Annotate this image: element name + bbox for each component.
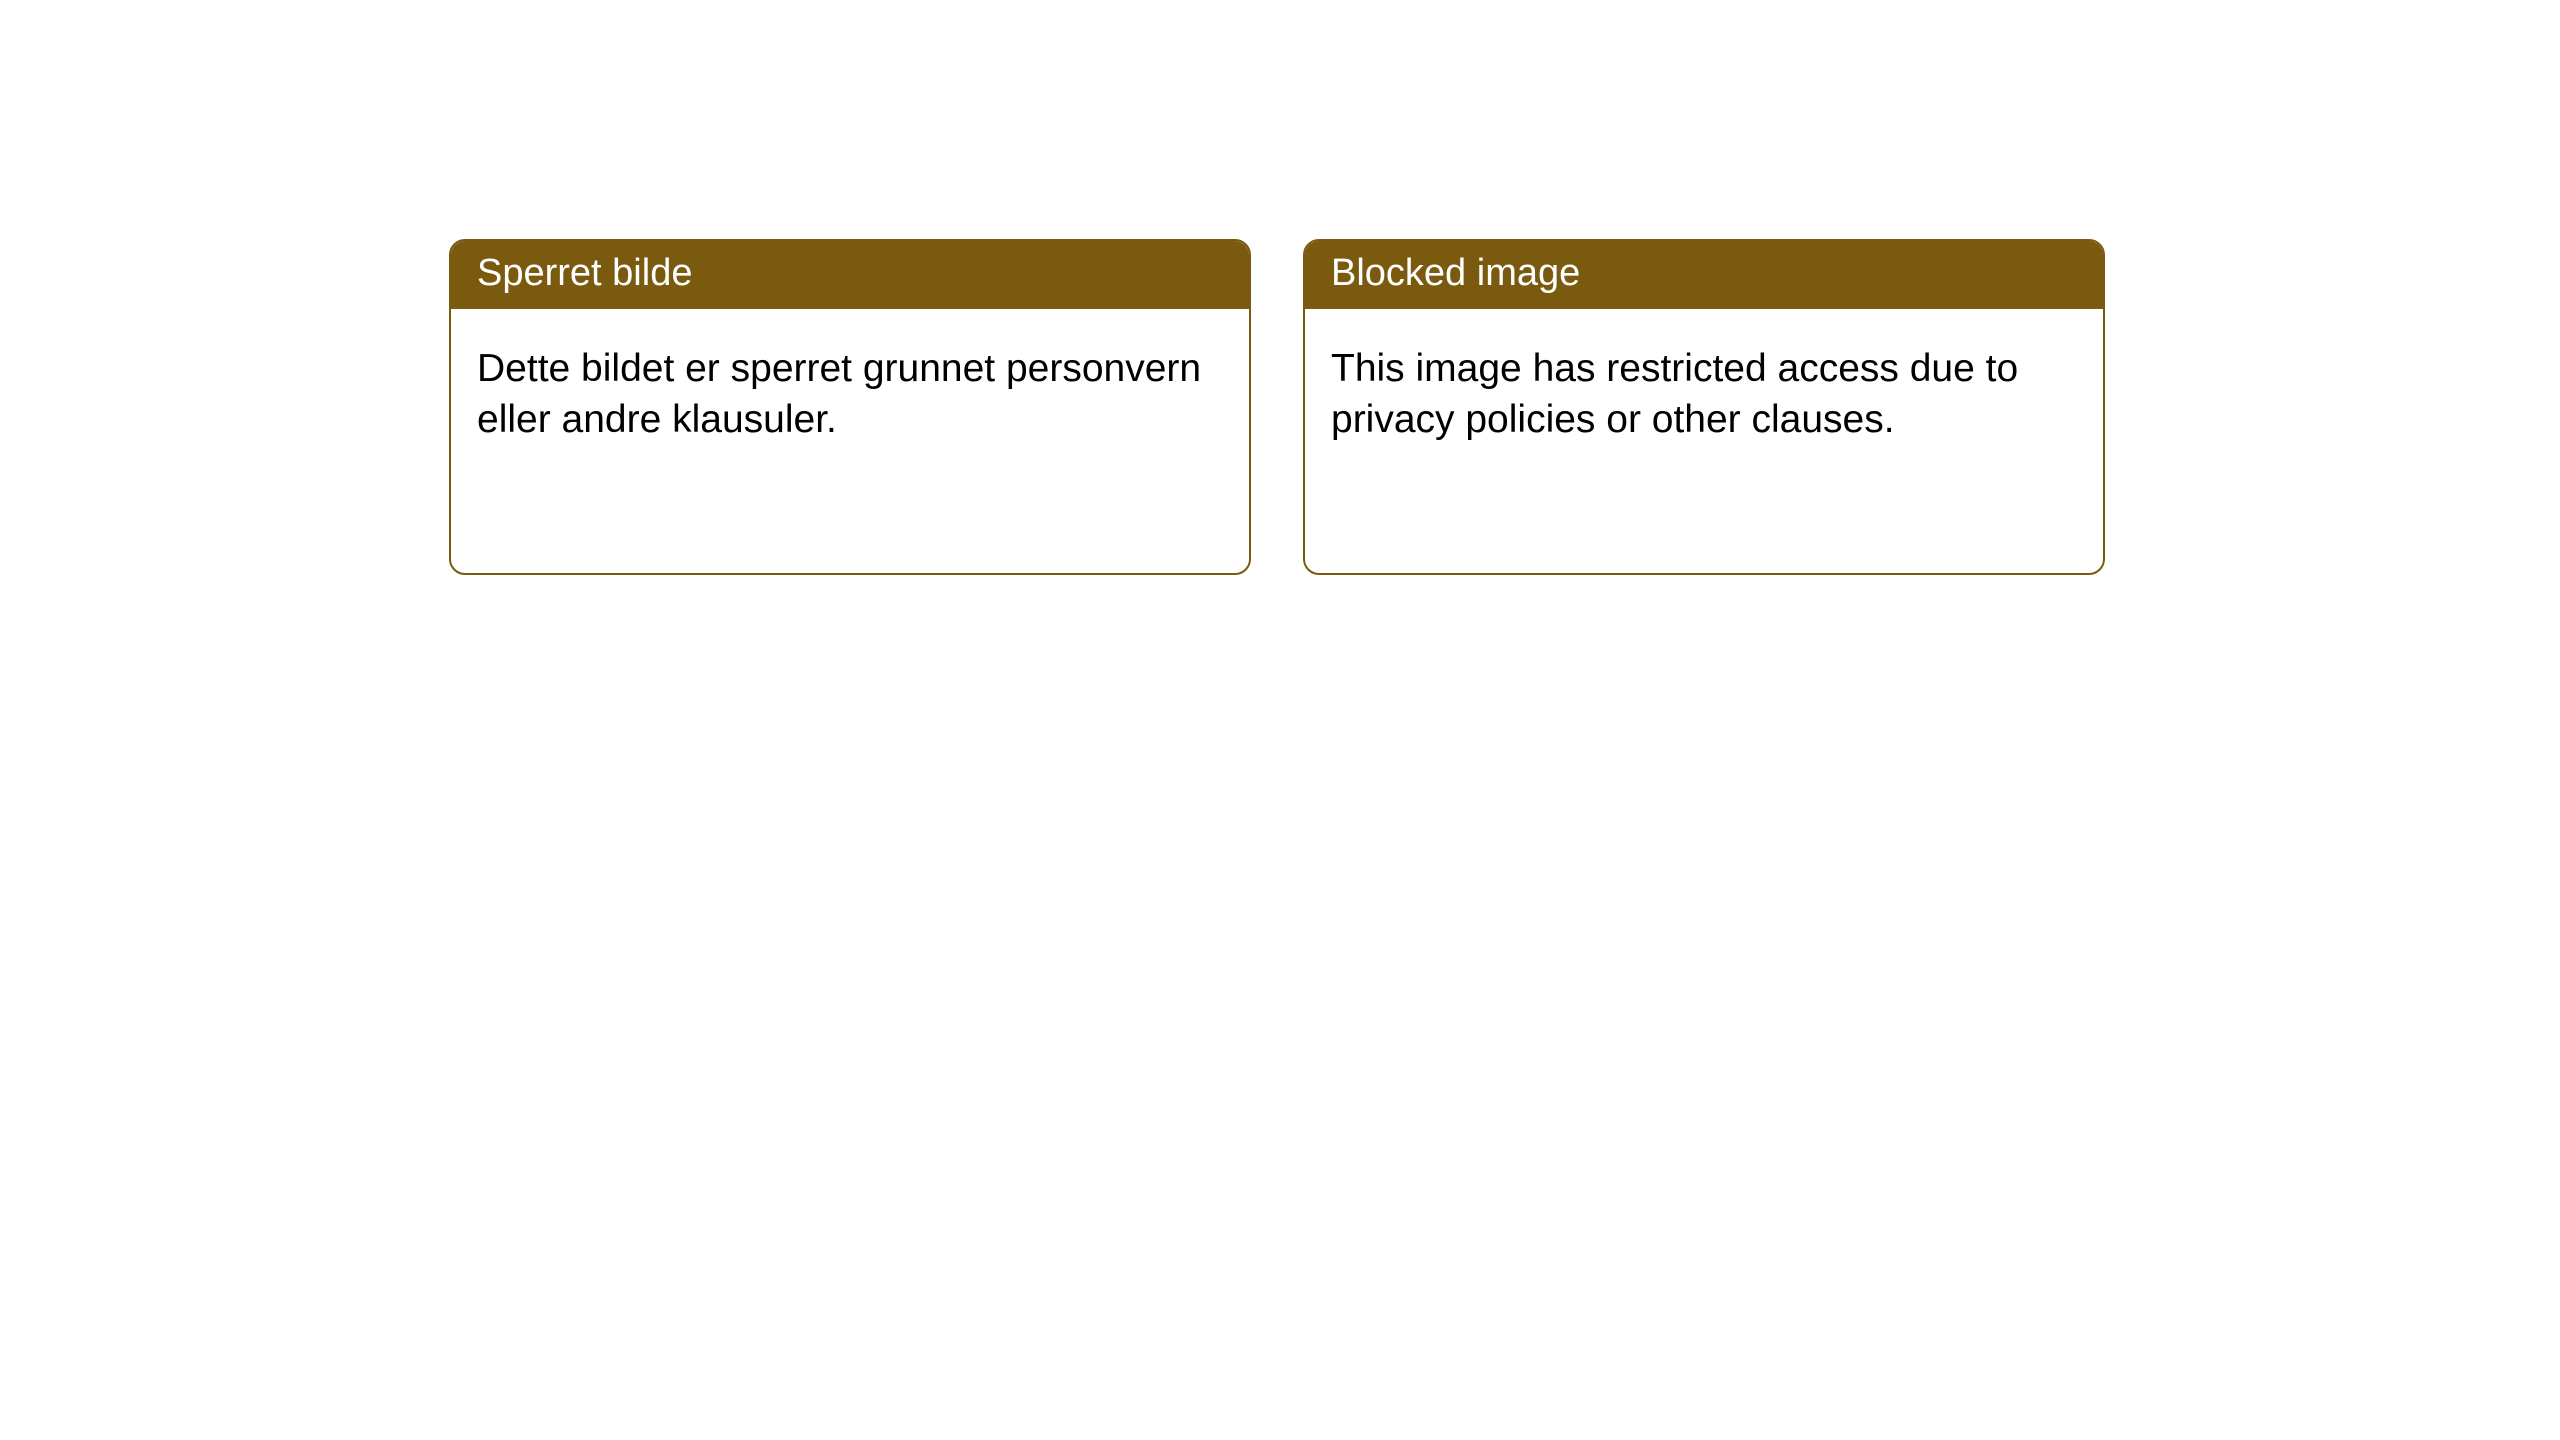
notice-title: Blocked image: [1331, 252, 1580, 294]
notice-header: Sperret bilde: [451, 241, 1249, 309]
notice-title: Sperret bilde: [477, 252, 692, 294]
notice-body: This image has restricted access due to …: [1305, 309, 2103, 480]
notice-card-english: Blocked image This image has restricted …: [1303, 239, 2105, 575]
notice-body: Dette bildet er sperret grunnet personve…: [451, 309, 1249, 480]
notice-container: Sperret bilde Dette bildet er sperret gr…: [0, 0, 2560, 575]
notice-card-norwegian: Sperret bilde Dette bildet er sperret gr…: [449, 239, 1251, 575]
notice-header: Blocked image: [1305, 241, 2103, 309]
notice-body-text: This image has restricted access due to …: [1331, 347, 2018, 441]
notice-body-text: Dette bildet er sperret grunnet personve…: [477, 347, 1201, 441]
